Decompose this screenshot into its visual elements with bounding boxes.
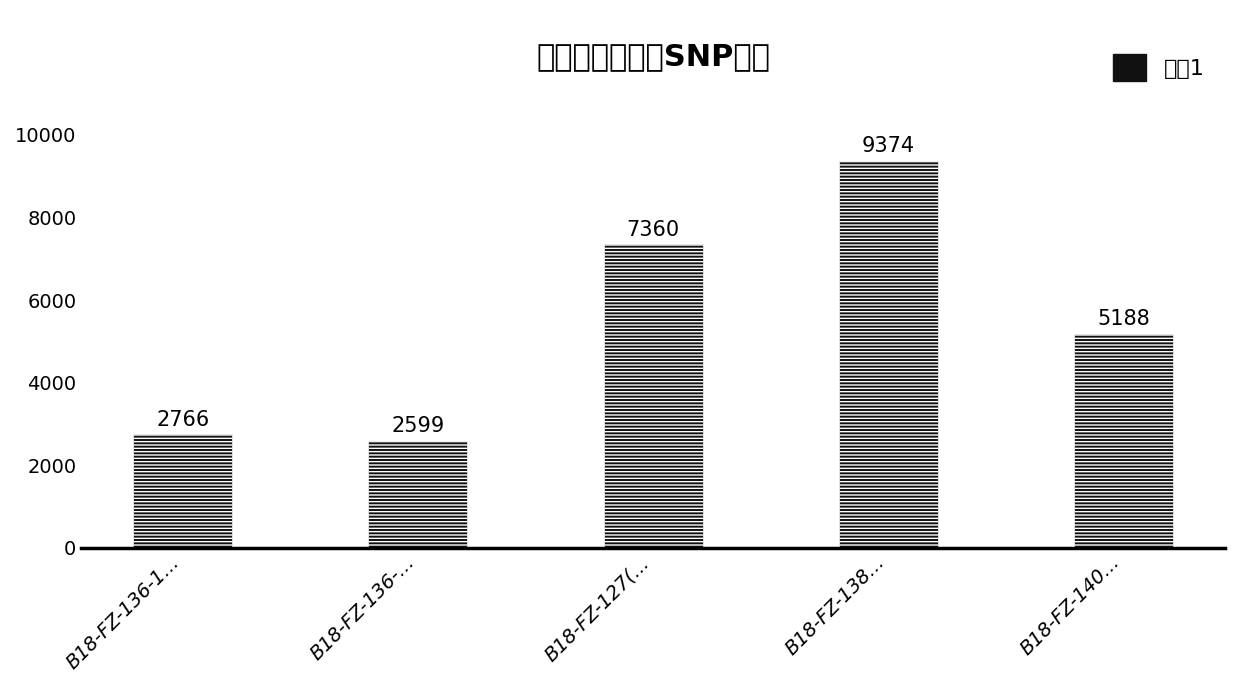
- Text: 9374: 9374: [862, 136, 915, 156]
- Bar: [133, 433, 232, 548]
- Text: 2766: 2766: [156, 409, 210, 429]
- Text: 5188: 5188: [1097, 310, 1149, 330]
- Title: 不同样本间差异SNP数量: 不同样本间差异SNP数量: [536, 43, 770, 72]
- Bar: [368, 440, 467, 548]
- Text: 2599: 2599: [392, 416, 444, 436]
- Bar: [604, 244, 703, 548]
- Bar: [1074, 334, 1173, 548]
- Bar: [839, 160, 937, 548]
- Text: 7360: 7360: [626, 219, 680, 239]
- Legend: 系列1: 系列1: [1104, 45, 1214, 90]
